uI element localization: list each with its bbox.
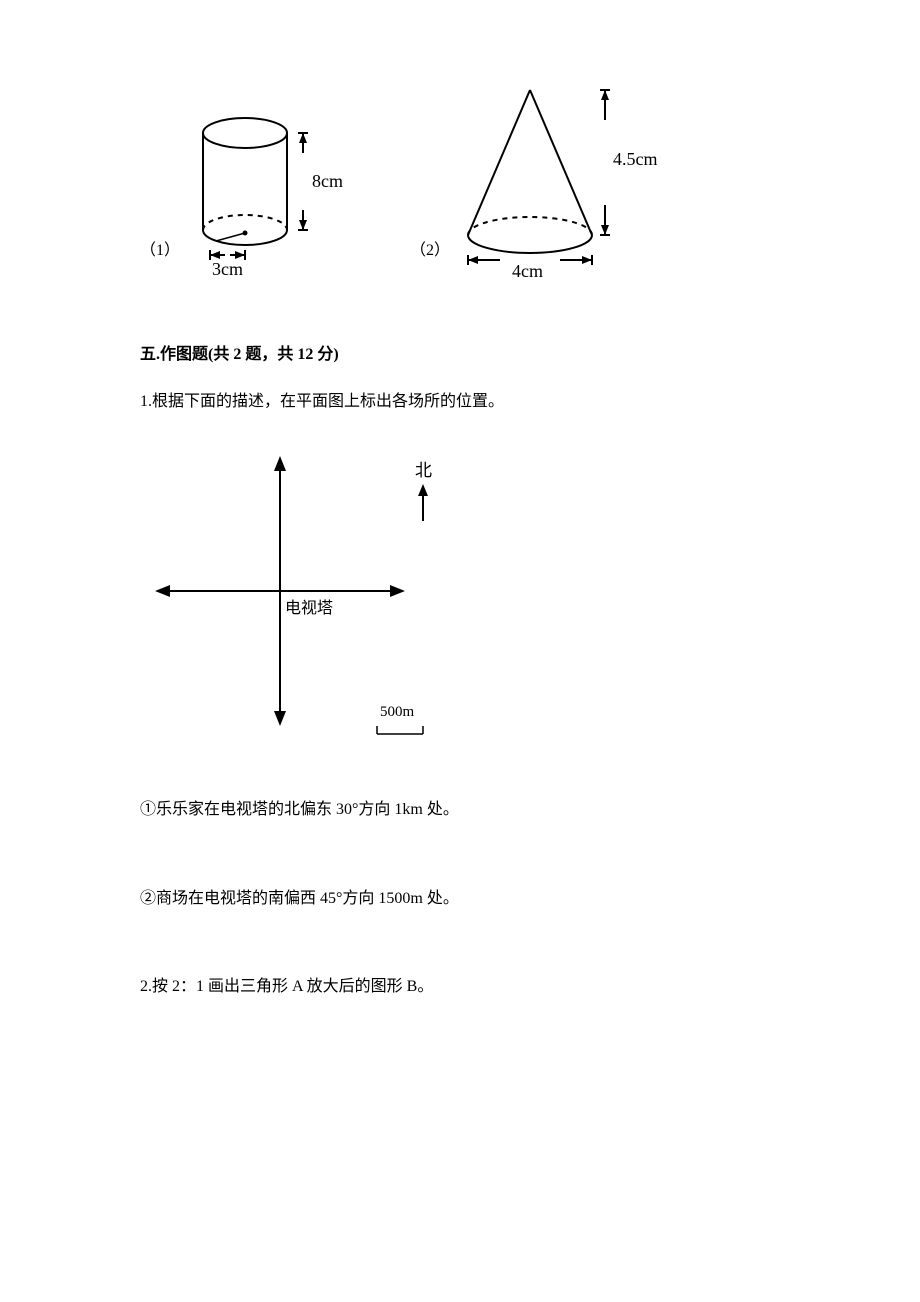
question-2-text: 2.按 2：1 画出三角形 A 放大后的图形 B。 [140,973,780,1002]
cylinder-radius-text: 3cm [212,259,243,279]
compass-figure: 电视塔 北 500m [140,441,780,756]
sub-question-1: ①乐乐家在电视塔的北偏东 30°方向 1km 处。 [140,796,780,825]
question-1-text: 1.根据下面的描述，在平面图上标出各场所的位置。 [140,388,780,417]
sub-question-2: ②商场在电视塔的南偏西 45°方向 1500m 处。 [140,885,780,914]
section-5-title: 五.作图题(共 2 题，共 12 分) [140,340,780,364]
compass-icon: 电视塔 北 500m [140,441,480,751]
figures-row: （1） 8cm 3cm （2） [140,80,780,280]
cylinder-height-text: 8cm [312,171,343,191]
north-label: 北 [415,461,432,480]
cylinder-label: （1） [140,236,180,260]
cylinder-icon: 8cm 3cm [190,95,350,280]
cone-height-text: 4.5cm [613,149,658,169]
scale-label: 500m [380,704,415,720]
cone-base-text: 4cm [512,261,543,280]
compass-center-label: 电视塔 [285,599,333,617]
cone-icon: 4.5cm 4cm [460,80,670,280]
cone-label: （2） [410,236,450,260]
cylinder-group: （1） 8cm 3cm [140,95,350,280]
cone-group: （2） 4.5cm 4cm [410,80,670,280]
